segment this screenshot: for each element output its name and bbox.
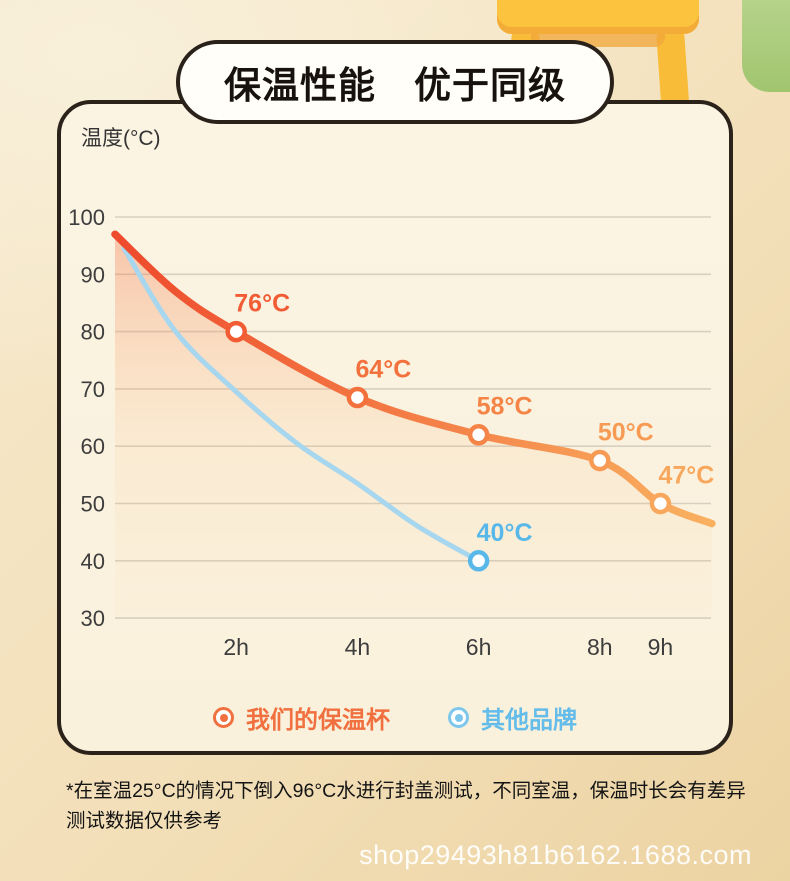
ours-series-marker-icon	[213, 707, 234, 728]
x-tick-label: 6h	[466, 634, 492, 660]
data-point	[467, 550, 490, 572]
disclaimer-line-2: 测试数据仅供参考	[66, 810, 223, 833]
disclaimer-line-1: *在室温25°C的情况下倒入96°C水进行封盖测试，不同室温，保温时长会有差异	[66, 780, 746, 802]
chair-seat	[497, 0, 699, 34]
data-point	[346, 386, 369, 409]
page-title: 保温性能 优于同级	[224, 65, 566, 106]
data-point	[225, 320, 247, 343]
data-point	[649, 492, 672, 515]
disclaimer: *在室温25°C的情况下倒入96°C水进行封盖测试，不同室温，保温时长会有差异 …	[66, 776, 756, 836]
y-tick-label: 50	[81, 492, 105, 517]
y-tick-label: 80	[81, 320, 105, 345]
y-tick-label: 70	[81, 377, 105, 402]
y-tick-label: 60	[81, 434, 105, 459]
y-tick-label: 90	[81, 262, 105, 287]
chart-legend: 我们的保温杯 其他品牌	[61, 700, 729, 735]
y-tick-label: 100	[68, 205, 105, 230]
data-point-label: 64°C	[355, 355, 411, 383]
series-line	[111, 230, 716, 528]
data-point	[467, 423, 490, 446]
series-line	[121, 246, 482, 564]
legend-item-ours: 我们的保温杯	[213, 700, 390, 735]
legend-label-ours: 我们的保温杯	[246, 707, 390, 734]
y-tick-label: 30	[81, 606, 105, 631]
title-badge: 保温性能 优于同级	[176, 40, 614, 124]
data-point-label: 47°C	[658, 462, 714, 490]
x-tick-label: 2h	[223, 634, 249, 660]
area-fill	[115, 234, 712, 619]
data-point	[589, 449, 611, 472]
temperature-chart: 100 90 80 70 60 50 40 30 2h 4h 6h 8h 9h 76°C 64°C 58°C 5…	[68, 205, 716, 660]
other-brands-series-marker-icon	[448, 707, 469, 728]
x-tick-label: 8h	[587, 634, 613, 660]
y-tick-label: 40	[81, 549, 105, 574]
plant-decoration	[742, 0, 790, 92]
data-point-label: 58°C	[477, 393, 533, 421]
data-point-label: 50°C	[598, 419, 654, 447]
shop-watermark: shop29493h81b6162.1688.com	[359, 840, 752, 870]
legend-item-other-brands: 其他品牌	[448, 700, 577, 735]
chart-card: 温度(°C) 100 90 80 70 60 50 40 30 2h 4h 6h 8h 9h 76°C 64…	[57, 100, 733, 755]
data-point-label: 76°C	[234, 290, 290, 318]
y-axis-label: 温度(°C)	[81, 127, 161, 150]
x-tick-label: 9h	[648, 634, 674, 660]
data-point-label: 40°C	[477, 519, 533, 547]
legend-label-other-brands: 其他品牌	[481, 707, 577, 734]
x-tick-label: 4h	[345, 634, 371, 660]
